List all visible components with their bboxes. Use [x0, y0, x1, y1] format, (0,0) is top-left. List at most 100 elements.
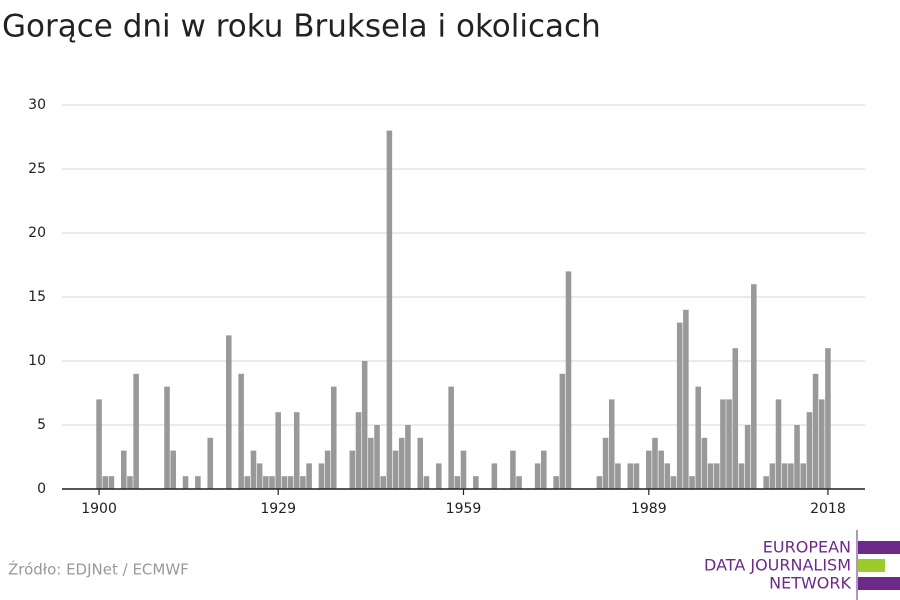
bar [423, 476, 430, 489]
bar [559, 373, 566, 489]
bar [293, 412, 300, 489]
bar [738, 463, 745, 489]
bar [331, 386, 337, 489]
bar [510, 450, 516, 489]
bar [491, 463, 498, 489]
bar [775, 399, 782, 489]
bar [300, 476, 306, 489]
bar [368, 437, 374, 489]
bar [120, 450, 127, 489]
bar [182, 476, 189, 489]
bar [800, 463, 807, 489]
bar [794, 425, 800, 489]
bar [225, 335, 232, 489]
bar [565, 271, 572, 489]
source: Źródło: EDJNet / ECMWF [8, 560, 189, 579]
bar [417, 437, 424, 489]
chart-title: Gorące dni w roku Bruksela i okolicach [2, 9, 601, 45]
bar [436, 463, 442, 489]
bar [318, 463, 325, 489]
bar [263, 476, 269, 489]
bar [608, 399, 615, 489]
bar [133, 373, 139, 489]
y-tick-label: 25 [28, 161, 46, 177]
bar [269, 476, 275, 489]
bar [374, 425, 380, 489]
bar [361, 361, 368, 489]
bar [751, 284, 757, 489]
bar [127, 476, 133, 489]
bar [788, 463, 794, 489]
y-tick-label: 30 [28, 97, 46, 113]
bar [405, 425, 411, 489]
bar [658, 450, 664, 489]
x-tick-label: 1959 [446, 501, 482, 517]
bar [689, 476, 695, 489]
bar [633, 463, 640, 489]
bar [108, 476, 115, 489]
bar [695, 386, 702, 489]
bar [596, 476, 603, 489]
bar [720, 399, 726, 489]
y-tick-label: 15 [28, 289, 46, 305]
bar [195, 476, 201, 489]
bar [207, 437, 214, 489]
bar [744, 425, 751, 489]
bar [781, 463, 788, 489]
bar [615, 463, 621, 489]
bar [732, 348, 739, 489]
bar [516, 476, 522, 489]
bar [670, 476, 677, 489]
bar [713, 463, 720, 489]
bar [825, 348, 831, 489]
bar [392, 450, 399, 489]
bar [627, 463, 634, 489]
logo-bar [858, 541, 900, 554]
bar [448, 386, 454, 489]
bar [534, 463, 541, 489]
bar [244, 476, 251, 489]
bar [306, 463, 312, 489]
bar [250, 450, 257, 489]
bar [281, 476, 288, 489]
bar [355, 412, 362, 489]
y-tick-label: 10 [28, 353, 46, 369]
bar [287, 476, 294, 489]
y-tick-label: 20 [28, 225, 46, 241]
bar [170, 450, 176, 489]
bar [664, 463, 671, 489]
bar [818, 399, 825, 489]
bar [646, 450, 652, 489]
bar [812, 373, 819, 489]
logo-bar [858, 577, 900, 590]
logo-text: EUROPEAN [763, 538, 851, 557]
bar [238, 373, 244, 489]
x-tick-label: 1989 [631, 501, 667, 517]
logo-bar [858, 559, 885, 572]
bar [102, 476, 109, 489]
bar [398, 437, 405, 489]
bar [652, 437, 658, 489]
bar [707, 463, 714, 489]
x-tick-label: 2018 [810, 501, 846, 517]
bar [541, 450, 547, 489]
y-tick-label: 5 [37, 417, 46, 433]
bar [460, 450, 467, 489]
bar [380, 476, 386, 489]
bar [602, 437, 609, 489]
bar [349, 450, 356, 489]
bar [726, 399, 732, 489]
bar [683, 309, 689, 489]
bar [454, 476, 461, 489]
logo-text: NETWORK [769, 574, 851, 593]
bar [275, 412, 281, 489]
y-tick-label: 0 [37, 481, 46, 497]
x-tick-label: 1929 [260, 501, 296, 517]
bar [386, 130, 393, 489]
bar [676, 322, 683, 489]
bar [763, 476, 769, 489]
bar [701, 437, 708, 489]
bar [164, 386, 170, 489]
